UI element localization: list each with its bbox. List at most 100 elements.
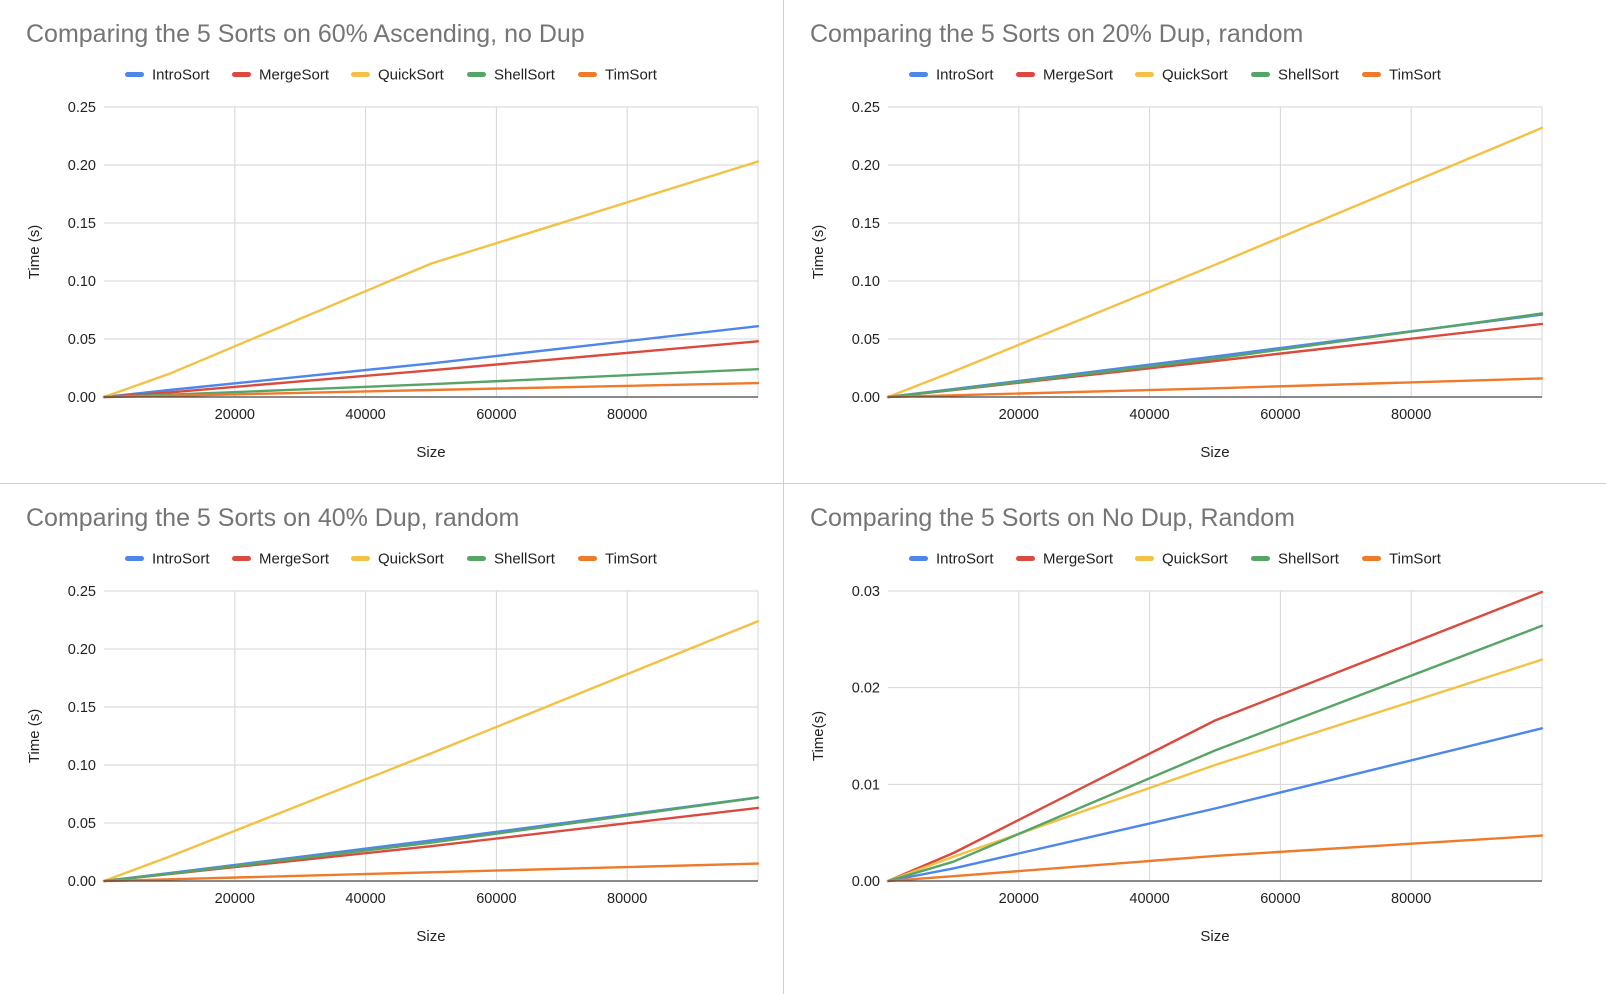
y-tick-label: 0.00 (852, 874, 880, 890)
y-tick-label: 0.20 (68, 642, 96, 658)
y-tick-label: 0.15 (68, 700, 96, 716)
x-tick-label: 20000 (999, 407, 1039, 423)
x-tick-label: 80000 (607, 407, 647, 423)
x-tick-label: 60000 (476, 891, 516, 907)
legend-label: ShellSort (494, 67, 556, 84)
x-tick-label: 80000 (1391, 891, 1431, 907)
legend-swatch (909, 72, 928, 77)
legend-swatch (1016, 556, 1035, 561)
legend-swatch (1362, 72, 1381, 77)
legend-swatch (1362, 556, 1381, 561)
y-tick-label: 0.02 (852, 681, 880, 697)
series-line-quicksort (886, 658, 1544, 883)
legend-swatch (909, 556, 928, 561)
chart-title: Comparing the 5 Sorts on 20% Dup, random (810, 20, 1304, 48)
legend: IntroSort MergeSort QuickSort ShellSort TimS… (125, 551, 658, 568)
series-line-quicksort (102, 160, 760, 399)
panel-divider-horizontal (0, 483, 1606, 484)
chart-title: Comparing the 5 Sorts on 60% Ascending, … (26, 20, 585, 48)
x-axis-title: Size (416, 928, 445, 945)
x-tick-label: 20000 (215, 407, 255, 423)
series-line-quicksort (886, 126, 1544, 399)
legend-label: IntroSort (152, 67, 210, 84)
x-tick-label: 60000 (476, 407, 516, 423)
legend-swatch (1135, 556, 1154, 561)
panel-divider-vertical (783, 0, 784, 994)
chart-title: Comparing the 5 Sorts on 40% Dup, random (26, 504, 520, 532)
legend-swatch (1251, 556, 1270, 561)
legend: IntroSort MergeSort QuickSort ShellSort TimS… (909, 551, 1442, 568)
y-axis-title: Time (s) (26, 709, 43, 763)
legend-label: TimSort (1389, 551, 1442, 568)
series-line-timsort (886, 834, 1544, 883)
y-axis-title: Time(s) (810, 711, 827, 761)
legend-label: ShellSort (1278, 67, 1340, 84)
line-chart-svg: IntroSort MergeSort QuickSort ShellSort TimS… (26, 551, 760, 945)
x-tick-label: 60000 (1260, 891, 1300, 907)
y-axis-title: Time (s) (810, 225, 827, 279)
chart-title: Comparing the 5 Sorts on No Dup, Random (810, 504, 1295, 532)
legend-swatch (232, 72, 251, 77)
series-line-mergesort (102, 340, 760, 399)
legend-label: QuickSort (378, 551, 445, 568)
x-tick-label: 80000 (607, 891, 647, 907)
legend-label: TimSort (605, 67, 658, 84)
series-line-shellsort (102, 368, 760, 399)
legend-label: IntroSort (152, 551, 210, 568)
legend-swatch (125, 556, 144, 561)
y-tick-label: 0.15 (68, 216, 96, 232)
y-tick-label: 0.15 (852, 216, 880, 232)
legend-label: MergeSort (259, 551, 330, 568)
y-tick-label: 0.03 (852, 584, 880, 600)
legend-swatch (1251, 72, 1270, 77)
x-tick-label: 40000 (345, 407, 385, 423)
legend-swatch (351, 72, 370, 77)
y-tick-label: 0.25 (68, 100, 96, 116)
y-tick-label: 0.00 (68, 390, 96, 406)
legend-swatch (351, 556, 370, 561)
y-tick-label: 0.00 (852, 390, 880, 406)
y-tick-label: 0.01 (852, 777, 880, 793)
legend-label: IntroSort (936, 551, 994, 568)
y-tick-label: 0.10 (68, 274, 96, 290)
x-axis-title: Size (1200, 928, 1229, 945)
y-tick-label: 0.05 (852, 332, 880, 348)
series-line-shellsort (102, 796, 760, 883)
series-line-shellsort (886, 624, 1544, 883)
chart-panel-20-dup: Comparing the 5 Sorts on 20% Dup, random… (784, 0, 1568, 483)
legend-swatch (125, 72, 144, 77)
legend-swatch (1016, 72, 1035, 77)
series-line-introsort (886, 727, 1544, 883)
legend-label: QuickSort (1162, 67, 1229, 84)
y-tick-label: 0.20 (852, 158, 880, 174)
y-axis-title: Time (s) (26, 225, 43, 279)
legend-label: ShellSort (1278, 551, 1340, 568)
legend-swatch (467, 556, 486, 561)
y-tick-label: 0.25 (68, 584, 96, 600)
y-tick-label: 0.10 (852, 274, 880, 290)
legend-label: TimSort (605, 551, 658, 568)
legend-swatch (467, 72, 486, 77)
x-tick-label: 20000 (999, 891, 1039, 907)
chart-panel-40-dup: Comparing the 5 Sorts on 40% Dup, random… (0, 484, 783, 968)
y-tick-label: 0.05 (68, 332, 96, 348)
y-tick-label: 0.20 (68, 158, 96, 174)
x-tick-label: 40000 (1129, 407, 1169, 423)
series-line-quicksort (102, 619, 760, 883)
x-tick-label: 60000 (1260, 407, 1300, 423)
legend-label: MergeSort (1043, 67, 1114, 84)
legend-label: IntroSort (936, 67, 994, 84)
legend-swatch (578, 556, 597, 561)
legend: IntroSort MergeSort QuickSort ShellSort TimS… (125, 67, 658, 84)
line-chart-svg: IntroSort MergeSort QuickSort ShellSort TimS… (810, 551, 1544, 945)
x-tick-label: 40000 (345, 891, 385, 907)
y-tick-label: 0.00 (68, 874, 96, 890)
series-line-timsort (102, 862, 760, 883)
chart-panel-no-dup: Comparing the 5 Sorts on No Dup, Random … (784, 484, 1568, 968)
series-line-shellsort (886, 312, 1544, 399)
y-tick-label: 0.05 (68, 816, 96, 832)
legend-label: QuickSort (378, 67, 445, 84)
y-tick-label: 0.25 (852, 100, 880, 116)
line-chart-svg: IntroSort MergeSort QuickSort ShellSort TimS… (26, 67, 760, 461)
legend-swatch (578, 72, 597, 77)
